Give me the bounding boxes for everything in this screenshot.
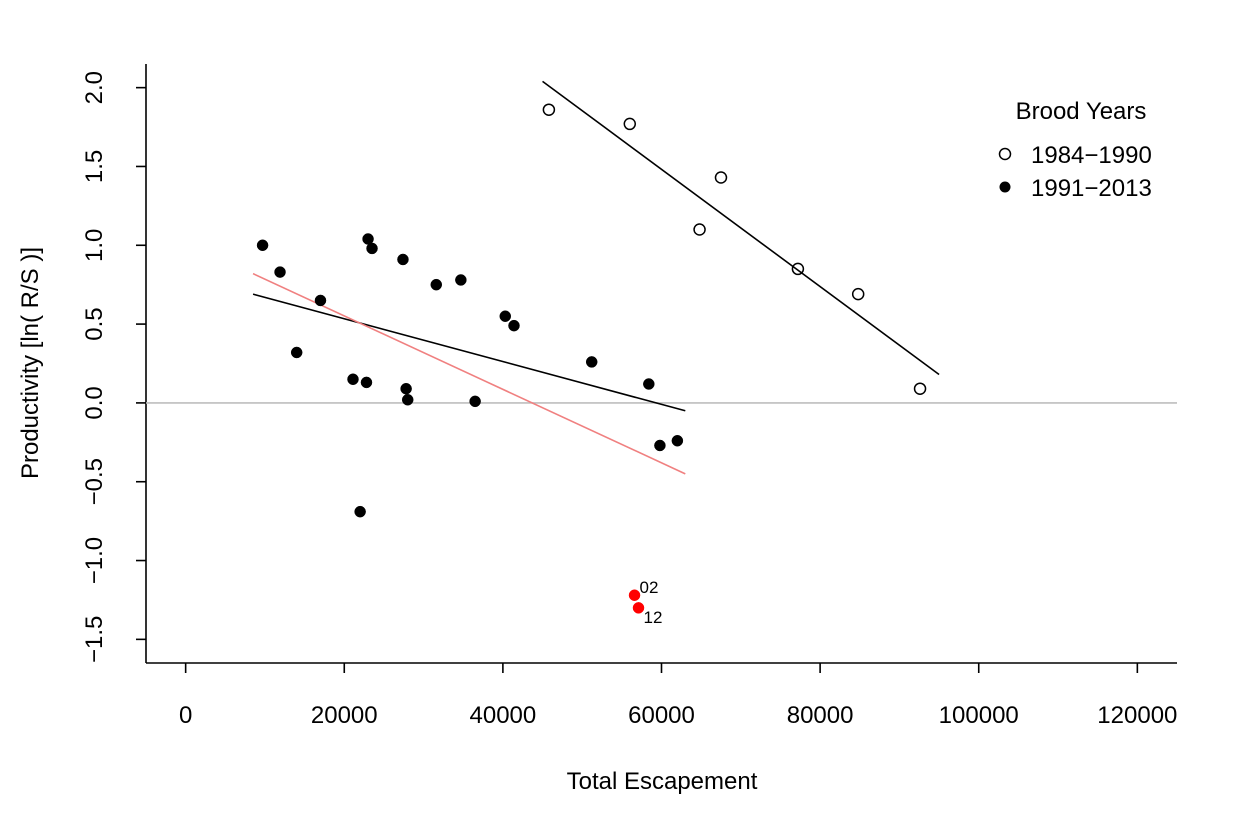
data-point-filled [354, 505, 366, 518]
data-point-filled [628, 589, 641, 601]
data-point-filled [499, 310, 512, 322]
data-point-filled [671, 434, 684, 447]
data-point-label: 02 [640, 578, 659, 597]
data-point-filled [360, 376, 373, 389]
y-tick-label: 1.0 [81, 229, 108, 262]
legend-title: Brood Years [1016, 98, 1147, 125]
data-point-filled [469, 395, 481, 408]
data-point-filled [632, 602, 645, 614]
y-tick-label: 1.5 [81, 150, 108, 183]
data-point-filled [401, 394, 414, 406]
y-tick-label: −0.5 [81, 458, 108, 505]
data-point-open [851, 287, 865, 301]
data-point-filled [430, 278, 443, 291]
y-tick-label: 0.5 [81, 307, 108, 340]
x-tick-label: 80000 [787, 702, 854, 729]
data-point-open [791, 262, 805, 276]
data-point-filled [643, 378, 655, 390]
data-point-filled [508, 319, 520, 332]
y-tick-label: −1.0 [81, 537, 108, 584]
x-tick-label: 120000 [1097, 702, 1177, 729]
fit-line-layer [252, 80, 940, 475]
data-point-filled [274, 266, 286, 278]
data-point-open [693, 223, 706, 236]
data-point-filled [455, 274, 467, 286]
data-point-filled [366, 242, 378, 255]
x-tick-label: 100000 [939, 702, 1019, 729]
y-axis-title: Productivity [ln( R/S )] [17, 247, 44, 479]
x-axis-title: Total Escapement [567, 768, 758, 795]
data-point-filled [256, 239, 269, 252]
y-tick-label: −1.5 [81, 616, 108, 663]
axes [145, 64, 1177, 664]
data-point-filled [397, 253, 409, 266]
legend-marker-open [998, 147, 1012, 161]
data-point-label: 12 [644, 608, 663, 627]
data-point-filled [585, 356, 598, 368]
x-tick-label: 40000 [470, 702, 537, 729]
data-point-filled [290, 346, 303, 359]
x-tick-label: 60000 [628, 702, 695, 729]
regression-line [252, 272, 686, 475]
legend-label-1984-1990: 1984−1990 [1031, 142, 1152, 169]
tick-layer: 0 20000 40000 60000 80000 100000 120000 −1.5 −1.… [81, 71, 1177, 729]
x-tick-label: 0 [179, 702, 192, 729]
data-point-filled [347, 373, 359, 386]
data-point-open [623, 117, 637, 131]
legend-label-1991-2013: 1991−2013 [1031, 175, 1152, 202]
data-point-open [913, 382, 927, 395]
data-point-filled [400, 382, 412, 395]
data-point-filled [654, 439, 666, 452]
regression-line [252, 293, 686, 412]
data-point-open [542, 103, 556, 116]
y-tick-label: 2.0 [81, 71, 108, 104]
data-point-open [714, 171, 728, 184]
point-label-layer: 02 12 [640, 578, 663, 627]
point-layer [256, 103, 927, 614]
legend-marker-filled [999, 181, 1011, 193]
y-tick-label: 0.0 [81, 386, 108, 419]
x-tick-label: 20000 [311, 702, 378, 729]
regression-line [542, 80, 940, 376]
data-point-filled [314, 294, 327, 307]
legend: Brood Years 1984−1990 1991−2013 [998, 98, 1152, 202]
